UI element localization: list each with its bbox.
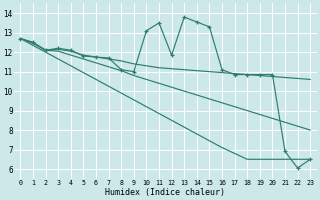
- X-axis label: Humidex (Indice chaleur): Humidex (Indice chaleur): [105, 188, 225, 197]
